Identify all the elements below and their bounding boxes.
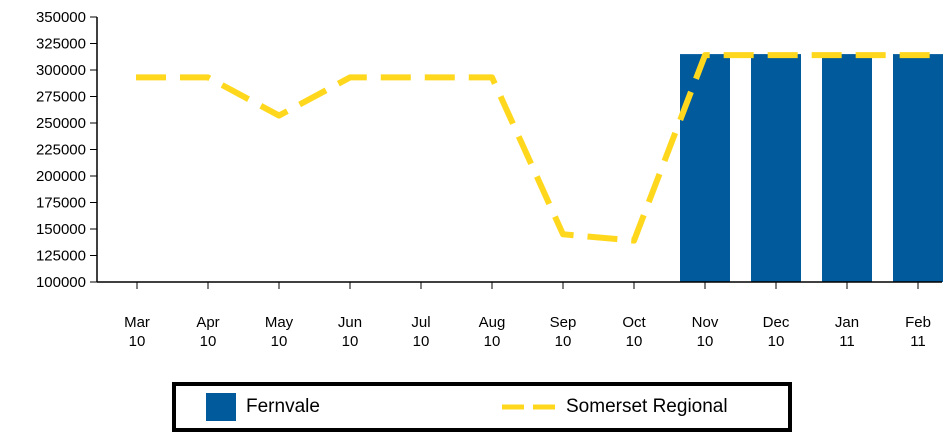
x-tick-label: Feb [905, 314, 931, 331]
x-tick-label: 10 [484, 333, 501, 350]
series-line [136, 52, 942, 244]
x-tick-label: Nov [692, 314, 719, 331]
bar [751, 54, 801, 282]
bar-series-fernvale [680, 54, 943, 282]
x-tick-label: 11 [910, 333, 926, 350]
legend-item-fernvale: Fernvale [206, 386, 320, 428]
x-tick-label: 10 [200, 333, 217, 350]
x-tick-label: Oct [622, 314, 646, 331]
chart-legend: Fernvale Somerset Regional [172, 382, 792, 432]
y-tick-label: 250000 [36, 115, 86, 132]
y-tick-label: 275000 [36, 89, 86, 106]
x-tick-label: Jan [835, 314, 859, 331]
y-tick-label: 300000 [36, 62, 86, 79]
x-tick-label: 10 [271, 333, 288, 350]
y-tick-label: 225000 [36, 142, 86, 159]
x-tick-label: Sep [550, 314, 577, 331]
bar [822, 54, 872, 282]
y-tick-label: 350000 [36, 9, 86, 26]
line-series-somerset-regional [136, 52, 942, 244]
y-tick-label: 150000 [36, 221, 86, 238]
x-tick-label: 10 [413, 333, 430, 350]
legend-swatch-fernvale [206, 393, 236, 421]
y-tick-label: 325000 [36, 36, 86, 53]
legend-label-fernvale: Fernvale [246, 396, 320, 417]
y-tick-label: 200000 [36, 168, 86, 185]
chart-axes [96, 17, 942, 283]
bar [680, 54, 730, 282]
x-tick-label: Jul [411, 314, 430, 331]
x-tick-label: Apr [196, 314, 219, 331]
x-tick-label: Aug [479, 314, 506, 331]
x-tick-label: 10 [129, 333, 146, 350]
y-tick-label: 100000 [36, 274, 86, 291]
legend-swatch-somerset-regional [502, 404, 558, 410]
x-tick-label: 11 [839, 333, 855, 350]
x-axis-ticks: Mar 10 Apr 10 May 10 Jun 10 Jul 10 Aug 10 Sep 10 Oct 10… [124, 282, 931, 350]
x-tick-label: Dec [763, 314, 790, 331]
y-axis-ticks: 350000 325000 300000 275000 250000 225000 2000… [36, 9, 97, 291]
x-tick-label: 10 [555, 333, 572, 350]
x-tick-label: May [265, 314, 294, 331]
x-tick-label: 10 [697, 333, 714, 350]
y-tick-label: 175000 [36, 195, 86, 212]
x-tick-label: 10 [626, 333, 643, 350]
bar [893, 54, 943, 282]
x-tick-label: Jun [338, 314, 362, 331]
x-tick-label: Mar [124, 314, 150, 331]
legend-label-somerset-regional: Somerset Regional [566, 396, 728, 417]
y-tick-label: 125000 [36, 248, 86, 265]
legend-item-somerset-regional: Somerset Regional [502, 386, 728, 428]
x-tick-label: 10 [342, 333, 359, 350]
x-tick-label: 10 [768, 333, 785, 350]
